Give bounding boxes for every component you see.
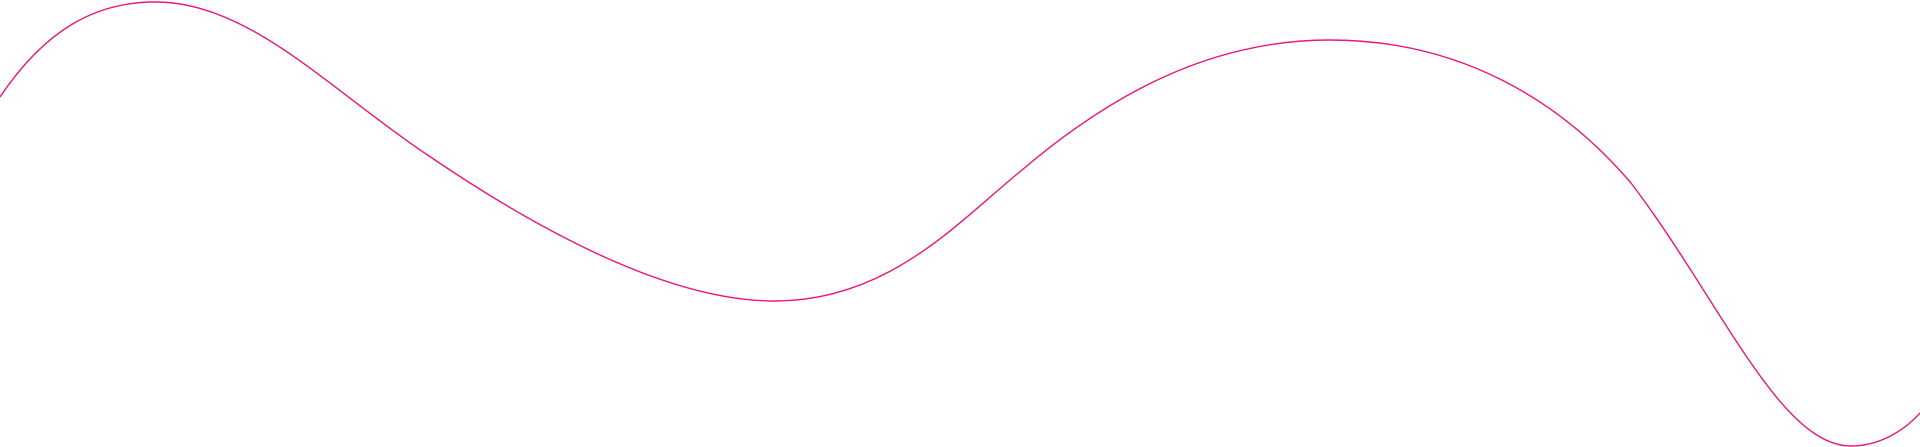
wave-line	[0, 1, 1920, 447]
decorative-wave	[0, 1, 1920, 447]
